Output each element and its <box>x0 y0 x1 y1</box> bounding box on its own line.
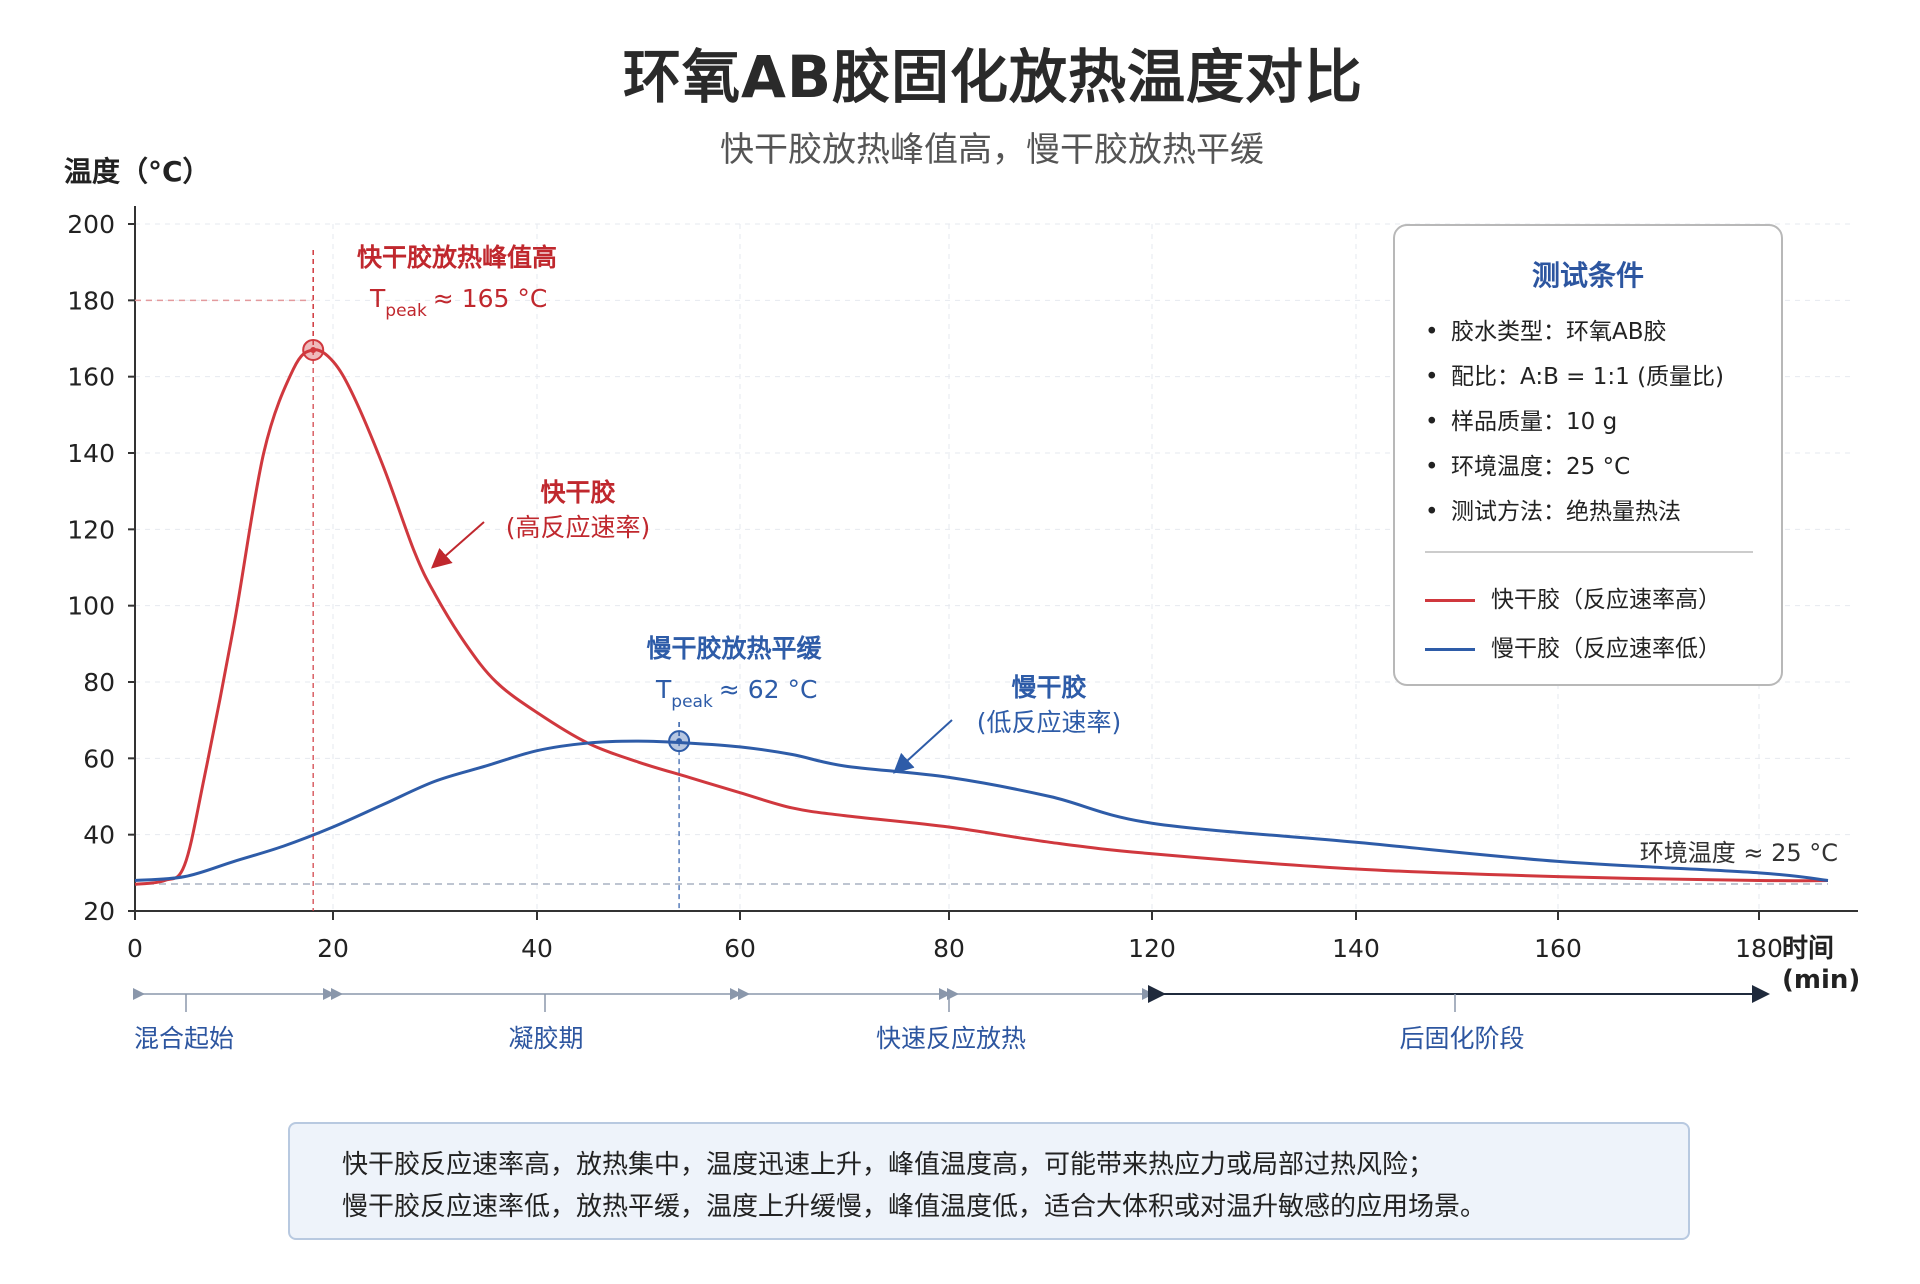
x-axis-label: 时间 (min) <box>1782 934 1861 995</box>
condition-item: • 环境温度：25 °C <box>1425 454 1631 480</box>
peak-markers <box>135 250 691 911</box>
y-tick-label: 180 <box>67 286 115 315</box>
x-tick-label: 60 <box>724 934 756 963</box>
x-tick-label: 140 <box>1332 934 1380 963</box>
slow-peak-title: 慢干胶放热平缓 <box>646 634 822 663</box>
fast-peak-value: Tpeak ≈ 165 °C <box>369 284 547 321</box>
tick-labels: 20 40 60 80 100 120 140 160 180 200 0 20 40 60 80 120 14… <box>67 210 1783 963</box>
legend-swatch-fast <box>1425 599 1475 602</box>
legend-item-fast: 快干胶（反应速率高） <box>1425 580 1721 614</box>
condition-item: • 胶水类型：环氧AB胶 <box>1425 319 1667 345</box>
fast-curve-sublabel: (高反应速率) <box>506 513 651 542</box>
x-tick-label: 180 <box>1735 934 1783 963</box>
fast-arrow <box>430 521 485 569</box>
legend-swatch-slow <box>1425 648 1475 651</box>
chart-subtitle: 快干胶放热峰值高，慢干胶放热平缓 <box>720 130 1264 170</box>
fast-peak-sub: peak <box>385 301 427 321</box>
legend-divider <box>1425 551 1753 553</box>
fast-peak-t: T <box>369 284 386 313</box>
stage-label: 快速反应放热 <box>876 1024 1026 1053</box>
stage-band: 混合起始 凝胶期 快速反应放热 后固化阶段 <box>133 985 1770 1053</box>
y-tick-label: 200 <box>67 210 115 239</box>
slow-peak-value: Tpeak ≈ 62 °C <box>655 675 817 712</box>
y-tick-label: 40 <box>83 821 115 850</box>
slow-arrow <box>893 719 953 774</box>
series-lines <box>134 348 1829 886</box>
legend-box: 测试条件 • 胶水类型：环氧AB胶 • 配比：A:B = 1:1 (质量比) • 样品… <box>1393 224 1783 686</box>
slow-curve <box>134 739 1829 882</box>
y-tick-label: 20 <box>83 897 115 926</box>
slow-curve-sublabel: (低反应速率) <box>977 708 1122 737</box>
x-tick-label: 0 <box>127 934 143 963</box>
note-line-1: 快干胶反应速率高，放热集中，温度迅速上升，峰值温度高，可能带来热应力或局部过热风… <box>342 1150 1435 1180</box>
chart-title: 环氧AB胶固化放热温度对比 <box>622 43 1364 111</box>
slow-peak-sub: peak <box>671 692 713 712</box>
slow-curve-label: 慢干胶 <box>1011 673 1086 702</box>
y-tick-label: 80 <box>83 668 115 697</box>
legend-title: 测试条件 <box>1531 259 1644 292</box>
slow-peak-t: T <box>655 675 672 704</box>
x-tick-label: 160 <box>1534 934 1582 963</box>
stage-label: 后固化阶段 <box>1399 1024 1524 1053</box>
x-tick-label: 40 <box>521 934 553 963</box>
fast-peak-title: 快干胶放热峰值高 <box>357 243 557 272</box>
x-tick-label: 120 <box>1128 934 1176 963</box>
y-tick-label: 60 <box>83 744 115 773</box>
note-line-2: 慢干胶反应速率低，放热平缓，温度上升缓慢，峰值温度低，适合大体积或对温升敏感的应… <box>342 1192 1487 1222</box>
condition-item: • 配比：A:B = 1:1 (质量比) <box>1425 364 1725 390</box>
axes <box>128 206 1858 920</box>
condition-item: • 测试方法：绝热量热法 <box>1425 499 1681 525</box>
x-tick-label: 20 <box>317 934 349 963</box>
x-tick-label: 80 <box>933 934 965 963</box>
slow-peak-num: ≈ 62 °C <box>719 675 818 704</box>
y-tick-label: 120 <box>67 515 115 544</box>
ambient-label: 环境温度 ≈ 25 °C <box>1640 839 1838 867</box>
y-axis-label: 温度（°C） <box>64 155 211 188</box>
y-tick-label: 100 <box>67 592 115 621</box>
annotations: 快干胶放热峰值高 Tpeak ≈ 165 °C 慢干胶放热平缓 Tpeak ≈ 62… <box>357 243 1838 867</box>
condition-item: • 样品质量：10 g <box>1425 409 1618 435</box>
stage-label: 凝胶期 <box>508 1024 583 1053</box>
fast-curve <box>134 348 1829 886</box>
fast-curve-label: 快干胶 <box>540 478 615 507</box>
stage-label: 混合起始 <box>134 1024 234 1053</box>
legend-item-slow: 慢干胶（反应速率低） <box>1425 629 1721 663</box>
fast-peak-num: ≈ 165 °C <box>433 284 548 313</box>
summary-note: 快干胶反应速率高，放热集中，温度迅速上升，峰值温度高，可能带来热应力或局部过热风… <box>288 1122 1690 1240</box>
y-tick-label: 160 <box>67 363 115 392</box>
y-tick-label: 140 <box>67 439 115 468</box>
